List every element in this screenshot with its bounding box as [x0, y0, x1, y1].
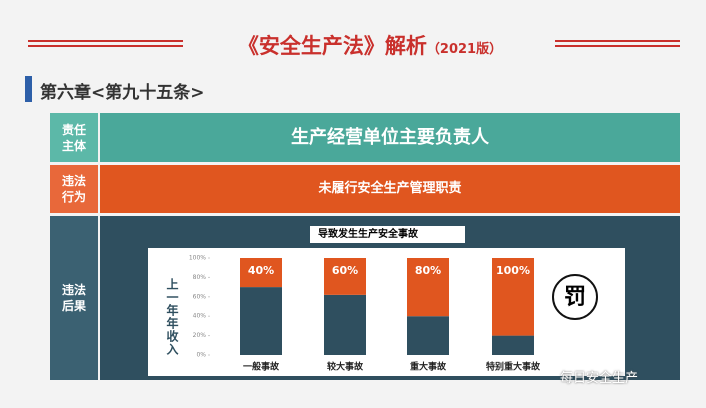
section-bar [25, 76, 32, 102]
edition: （2021版） [426, 42, 503, 57]
row-label: 责任主体 [50, 113, 98, 162]
y-tick-label: 0% [196, 352, 206, 359]
x-tick-label: 特别重大事故 [486, 361, 541, 373]
x-tick-label: 一般事故 [243, 361, 280, 373]
row-content: 生产经营单位主要负责人 [100, 113, 680, 162]
consequence: 导致发生生产安全事故 [310, 226, 465, 243]
title: 《安全生产法》解析（2021版） [185, 30, 555, 60]
y-tick-label: 20% [193, 332, 207, 339]
title-rule [555, 40, 680, 42]
bar-segment [324, 294, 366, 355]
icon-text: 罚 [564, 285, 586, 310]
row-label: 违法行为 [50, 165, 98, 213]
row-content: 未履行安全生产管理职责 [100, 165, 680, 213]
bar-annotation: 60% [332, 264, 358, 277]
x-tick-label: 较大事故 [327, 361, 364, 373]
watermark: 每日安全生产 [560, 371, 639, 386]
y-tick-label: 60% [193, 293, 207, 300]
bar-segment [492, 335, 534, 355]
bar-segment [492, 258, 534, 336]
chart-panel [148, 248, 625, 376]
x-tick-label: 重大事故 [410, 361, 447, 373]
y-tick-label: 100% [189, 255, 206, 262]
y-tick-label: 40% [193, 313, 207, 320]
bar-annotation: 100% [496, 264, 530, 277]
icon-ring [552, 274, 598, 320]
title-text: 《安全生产法》解析 [237, 34, 427, 58]
bar-annotation: 40% [248, 264, 274, 277]
bar-segment [240, 287, 282, 355]
title-rule [28, 40, 183, 42]
y-tick-label: 80% [193, 274, 207, 281]
bar-segment [324, 258, 366, 295]
bar-annotation: 80% [415, 264, 441, 277]
y-axis-label: 上一年年收入 [165, 278, 179, 356]
chart: 0% 20% 40% 60% 80% 100% 一般事故 40% 较大事故 60% 重大事故 80% 特… [189, 255, 598, 373]
section-title: 第六章<第九十五条> [40, 83, 205, 103]
row-label: 违法后果 [50, 216, 98, 380]
bar-segment [407, 316, 449, 355]
bar-segment [407, 258, 449, 317]
bar-segment [240, 258, 282, 288]
